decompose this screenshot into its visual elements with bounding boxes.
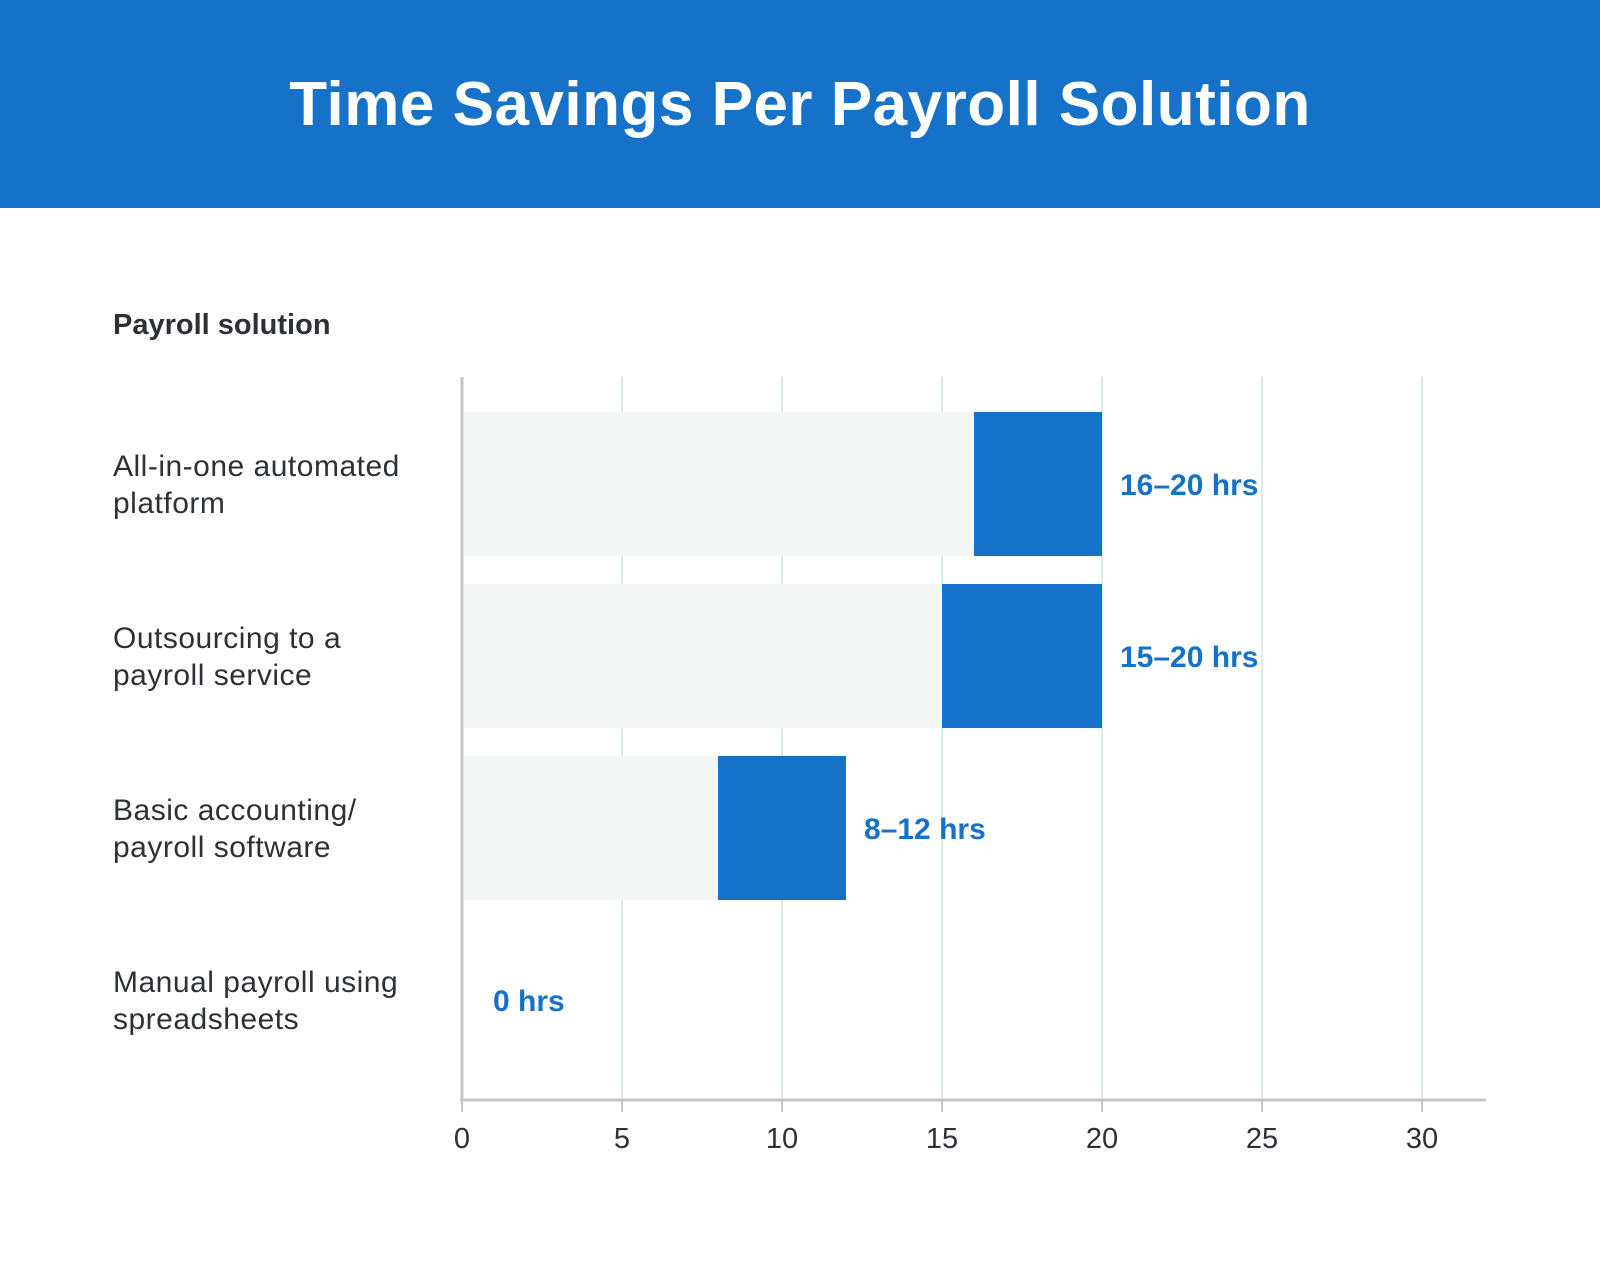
category-label: Manual payroll using [113, 966, 398, 999]
bar-range-segment [942, 584, 1102, 728]
x-tick-label: 0 [454, 1123, 470, 1155]
y-axis-title: Payroll solution [113, 309, 331, 341]
bar-background-segment [464, 584, 942, 728]
x-tick-label: 15 [926, 1123, 958, 1155]
bar-background-segment [464, 412, 974, 556]
x-tick-label: 5 [614, 1123, 630, 1155]
category-label: payroll software [113, 831, 331, 864]
chart-title: Time Savings Per Payroll Solution [289, 69, 1311, 139]
data-label: 8–12 hrs [864, 813, 986, 846]
category-label: spreadsheets [113, 1003, 299, 1036]
x-tick-label: 20 [1086, 1123, 1118, 1155]
category-label: Outsourcing to a [113, 622, 341, 655]
category-label: Basic accounting/ [113, 794, 357, 827]
x-tick-label: 30 [1406, 1123, 1438, 1155]
category-label: All-in-one automated [113, 450, 400, 483]
data-label: 16–20 hrs [1120, 469, 1258, 502]
title-banner: Time Savings Per Payroll Solution [0, 0, 1600, 208]
data-label: 0 hrs [493, 985, 565, 1018]
category-label: payroll service [113, 659, 312, 692]
data-label: 15–20 hrs [1120, 641, 1258, 674]
category-label: platform [113, 487, 225, 520]
x-tick-label: 10 [766, 1123, 798, 1155]
bar-background-segment [464, 756, 718, 900]
category-labels: All-in-one automated platform Outsourcing … [113, 450, 400, 1036]
x-axis: 0 5 10 15 20 25 30 [454, 377, 1486, 1155]
bar-range-segment [974, 412, 1102, 556]
bar-range-segment [718, 756, 846, 900]
x-tick-label: 25 [1246, 1123, 1278, 1155]
bars: 16–20 hrs 15–20 hrs 8–12 hrs 0 hrs [464, 412, 1258, 1018]
